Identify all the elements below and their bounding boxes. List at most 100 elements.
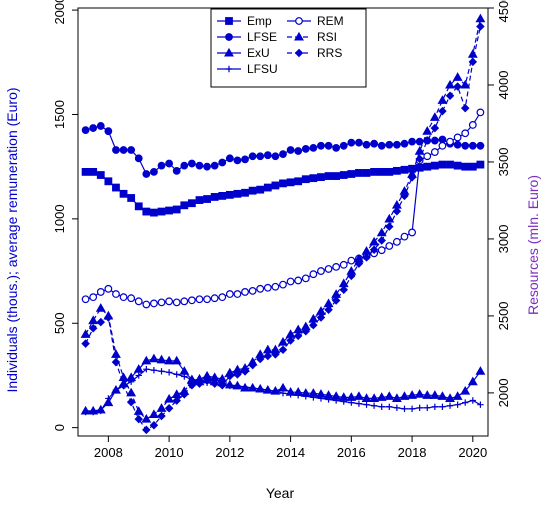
- point-lfse: [187, 159, 196, 168]
- point-lfse: [142, 170, 151, 178]
- left-y-tick-label: 1500: [52, 100, 67, 129]
- point-rem: [476, 108, 485, 117]
- point-lfse: [134, 154, 143, 163]
- point-rem: [89, 293, 98, 302]
- point-lfse: [461, 141, 470, 150]
- point-rem: [210, 294, 219, 303]
- point-exu: [141, 355, 152, 365]
- point-rem: [180, 297, 189, 306]
- point-rrs: [445, 91, 455, 101]
- point-exu: [171, 355, 182, 365]
- point-rem: [195, 295, 204, 304]
- point-rrs: [142, 425, 151, 435]
- point-exu: [156, 354, 167, 364]
- point-rem: [408, 228, 416, 237]
- point-rrs: [218, 380, 227, 390]
- point-lfse: [119, 146, 128, 154]
- point-rsi: [148, 409, 159, 418]
- point-emp: [423, 162, 432, 171]
- point-rrs: [271, 350, 280, 359]
- point-lfsu: [446, 402, 454, 409]
- point-emp: [119, 189, 128, 198]
- series-lfsu: [82, 365, 484, 416]
- x-tick-label: 2014: [276, 445, 305, 460]
- legend-entry-lfse: LFSE: [217, 30, 277, 44]
- point-exu: [414, 389, 425, 398]
- point-emp: [347, 170, 356, 178]
- legend-entry-lfsu: LFSU: [217, 62, 278, 76]
- point-rem: [301, 274, 310, 283]
- point-emp: [468, 162, 477, 171]
- x-tick-label: 2008: [94, 445, 123, 460]
- point-lfsu: [143, 365, 150, 373]
- point-rem: [392, 237, 401, 246]
- point-emp: [104, 177, 113, 186]
- point-lfsu: [249, 384, 256, 392]
- point-lfse: [468, 141, 477, 150]
- point-lfse: [233, 156, 242, 165]
- point-rem: [218, 293, 227, 302]
- point-rrs: [210, 379, 219, 388]
- point-rem: [423, 152, 432, 161]
- point-rsi: [323, 298, 334, 308]
- point-rrs: [407, 173, 417, 182]
- legend-label: REM: [317, 14, 344, 28]
- point-emp: [142, 207, 151, 216]
- point-lfsu: [363, 401, 370, 408]
- point-rem: [165, 297, 174, 306]
- point-emp: [233, 189, 242, 198]
- point-rsi: [361, 246, 372, 255]
- point-emp: [377, 167, 386, 176]
- point-rem: [134, 297, 143, 306]
- point-emp: [279, 179, 287, 188]
- point-rem: [400, 232, 409, 241]
- point-emp: [362, 169, 371, 177]
- point-rem: [256, 284, 265, 293]
- point-rrs: [423, 136, 432, 145]
- point-lfsu: [257, 385, 264, 393]
- left-y-tick-label: 500: [52, 312, 67, 334]
- point-rrs: [392, 206, 402, 216]
- point-rem: [187, 296, 196, 305]
- point-emp: [461, 162, 470, 171]
- series-rem: [81, 108, 485, 309]
- point-lfsu: [477, 401, 484, 408]
- point-lfsu: [158, 368, 165, 375]
- point-rem: [119, 293, 128, 302]
- point-emp: [96, 171, 105, 179]
- point-rrs: [233, 370, 242, 379]
- legend-entry-emp: Emp: [217, 14, 272, 28]
- point-rrs: [309, 320, 318, 330]
- point-lfsu: [97, 407, 104, 415]
- point-emp: [438, 160, 447, 169]
- legend-box: [210, 8, 367, 88]
- series-rrs: [81, 22, 485, 435]
- series-exu: [80, 353, 486, 415]
- point-rrs: [240, 367, 250, 376]
- point-rem: [248, 286, 257, 295]
- point-emp: [157, 207, 166, 216]
- point-rrs: [96, 317, 106, 327]
- right-axis-title: Resources (mln. Euro): [525, 175, 541, 315]
- point-rrs: [187, 380, 197, 390]
- point-emp: [453, 161, 462, 170]
- point-emp: [400, 165, 409, 174]
- point-rem: [339, 260, 348, 269]
- point-rrs: [263, 351, 273, 361]
- point-lfse: [127, 146, 136, 154]
- legend-label: LFSE: [247, 30, 277, 44]
- point-lfsu: [317, 395, 325, 402]
- point-lfsu: [302, 393, 309, 400]
- point-lfse: [256, 152, 265, 161]
- point-rrs: [202, 376, 212, 385]
- point-lfse: [392, 140, 401, 149]
- point-rrs: [316, 313, 326, 322]
- point-rsi: [95, 303, 106, 312]
- x-tick-label: 2018: [398, 445, 427, 460]
- point-lfsu: [173, 371, 180, 378]
- point-exu: [148, 353, 159, 363]
- point-lfsu: [279, 390, 287, 397]
- point-rrs: [81, 339, 90, 348]
- point-lfsu: [469, 397, 477, 404]
- point-lfsu: [393, 404, 401, 412]
